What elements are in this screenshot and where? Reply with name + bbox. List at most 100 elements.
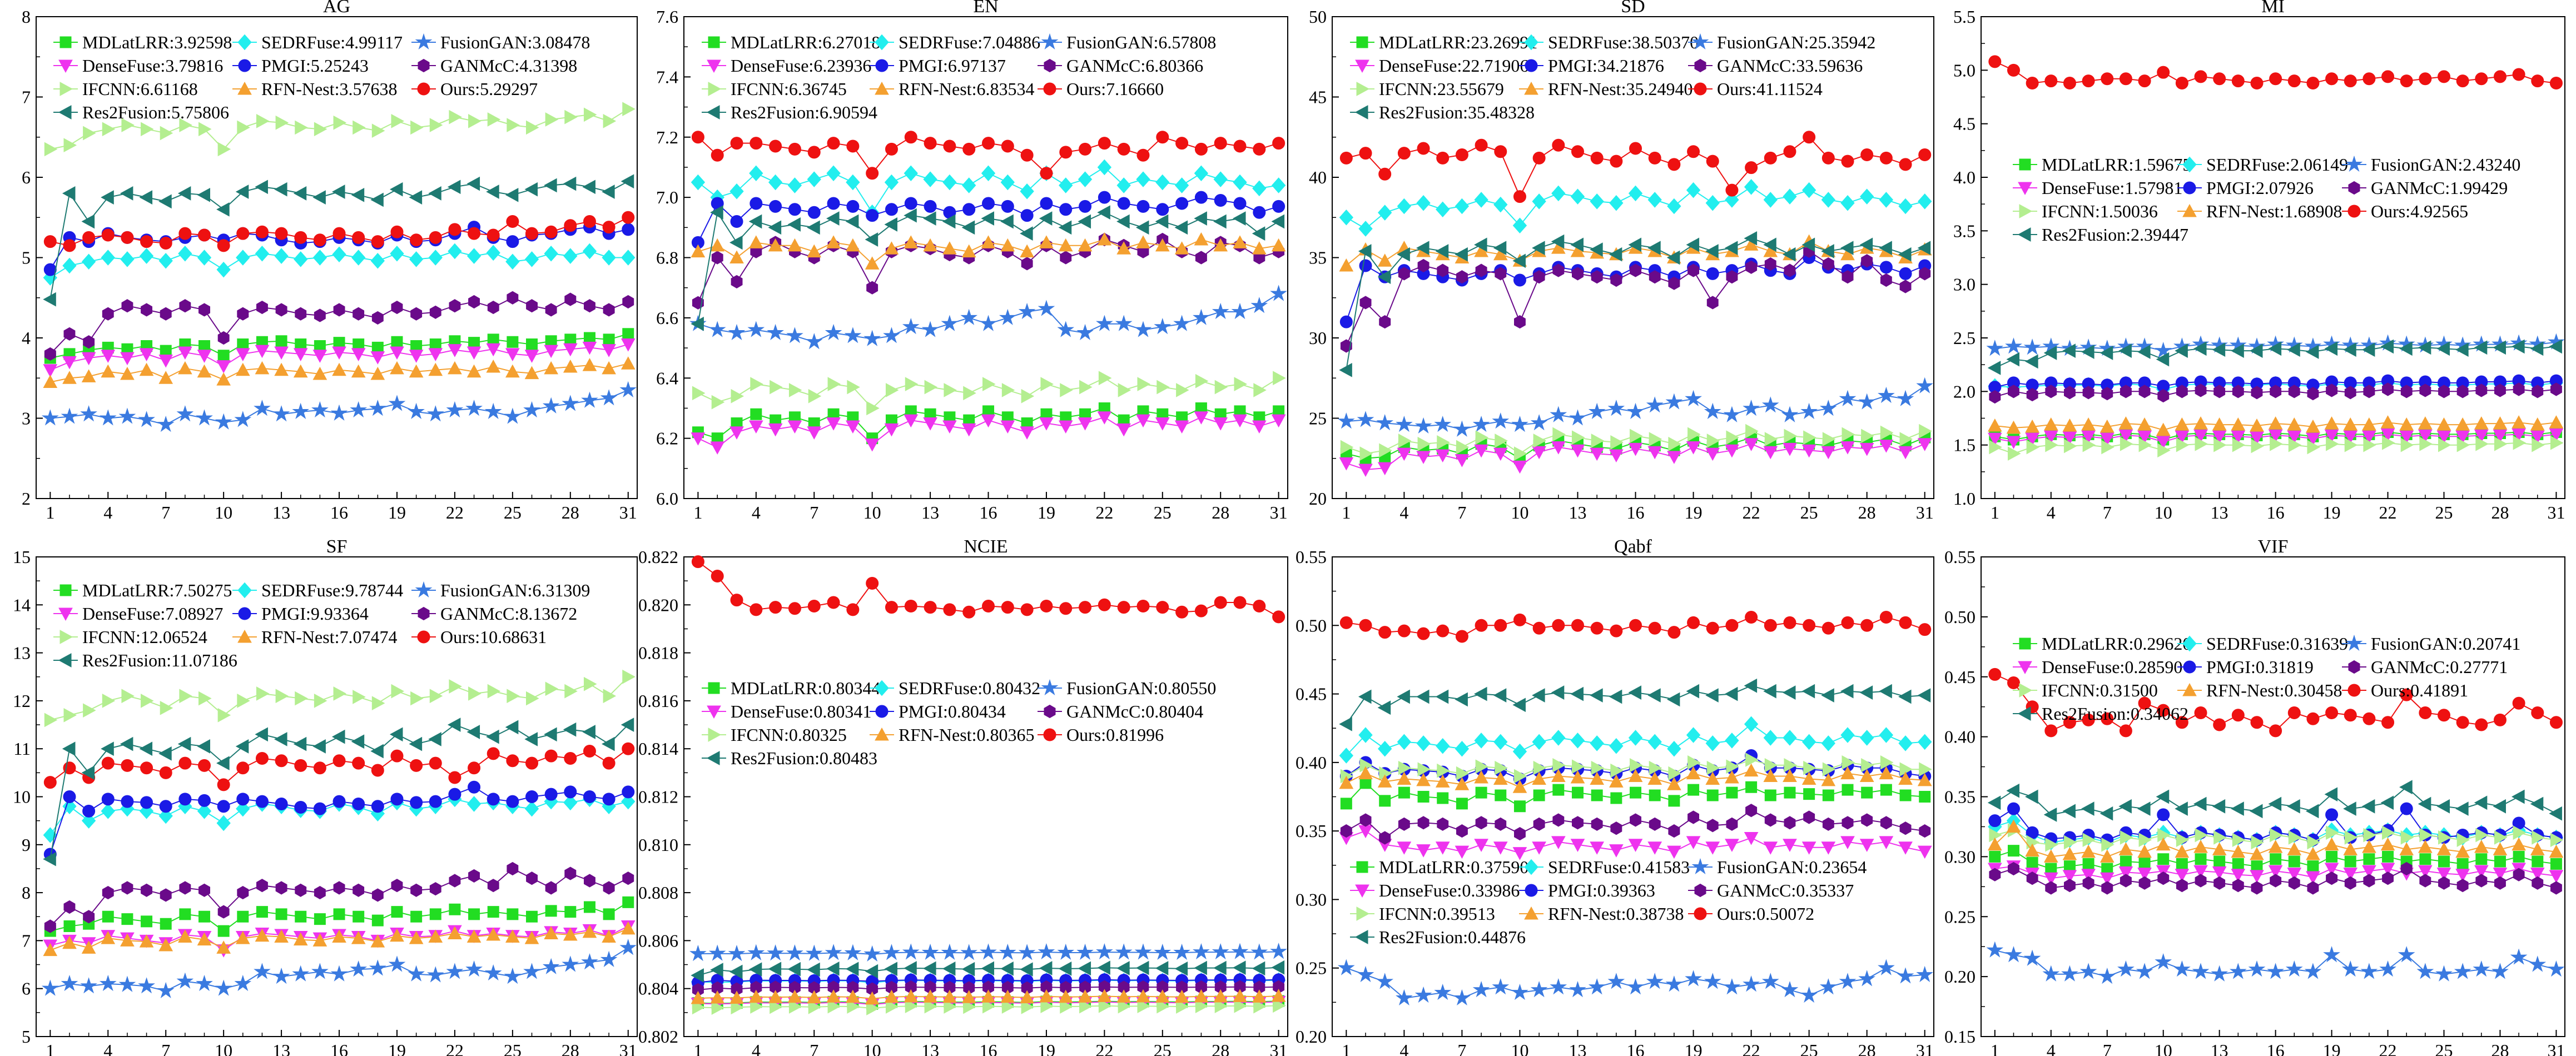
panel-title: Qabf [1614, 536, 1652, 557]
data-point [942, 962, 956, 976]
data-point [1134, 321, 1152, 337]
data-point [428, 362, 443, 376]
data-point [2455, 869, 2470, 882]
data-point [584, 299, 595, 313]
data-point [924, 137, 937, 150]
legend-label: Res2Fusion:0.44876 [1379, 927, 1526, 947]
data-point [826, 417, 841, 431]
data-point [1398, 817, 1410, 831]
data-point [120, 800, 135, 817]
data-point [371, 888, 384, 902]
data-point [507, 118, 520, 132]
x-tick-label: 22 [446, 1040, 464, 1056]
legend-item: GANMcC:0.80404 [1038, 701, 1203, 721]
data-point [2380, 863, 2395, 876]
data-point [1195, 251, 1207, 265]
data-point [1569, 409, 1586, 426]
y-tick-label: 0.40 [1944, 727, 1976, 747]
data-point [602, 344, 616, 357]
data-point [1784, 786, 1796, 799]
data-point [904, 989, 919, 1003]
data-point [1987, 418, 2002, 432]
data-point [2361, 342, 2375, 357]
legend-label: SEDRFuse:2.06149 [2206, 155, 2348, 175]
data-point [1214, 596, 1227, 609]
data-point [2475, 853, 2488, 865]
data-point [391, 336, 403, 348]
data-point [622, 742, 635, 755]
data-point [1821, 735, 1835, 751]
data-point [602, 221, 616, 234]
legend-item: IFCNN:6.36745 [702, 79, 847, 99]
data-point [428, 250, 443, 266]
x-tick-label: 13 [1569, 502, 1586, 522]
data-point [866, 167, 879, 180]
panel-title: SF [326, 536, 348, 557]
data-point [2232, 879, 2244, 893]
x-tick-label: 19 [388, 502, 406, 522]
data-point [504, 967, 522, 984]
data-point [1474, 243, 1488, 257]
data-point [2326, 436, 2339, 451]
legend-item: GANMcC:1.99429 [2342, 178, 2508, 198]
data-point [1840, 441, 1855, 455]
legend-marker [875, 59, 889, 72]
data-point [63, 327, 76, 341]
data-point [1763, 841, 1778, 855]
legend-label: FusionGAN:0.80550 [1066, 678, 1216, 698]
legend-marker [1524, 906, 1538, 920]
data-point [1569, 981, 1586, 998]
data-point [1781, 981, 1799, 998]
data-point [353, 883, 365, 897]
data-point [43, 375, 58, 388]
legend-item: DenseFuse:6.23936 [702, 56, 871, 76]
data-point [255, 727, 268, 742]
legend-item: IFCNN:6.61168 [53, 79, 198, 99]
legend-label: SEDRFuse:4.99117 [261, 32, 403, 52]
x-tick-label: 19 [1685, 502, 1703, 522]
data-point [468, 295, 480, 309]
data-point [2062, 804, 2076, 819]
panel-title: MI [2261, 0, 2285, 17]
data-point [524, 366, 539, 380]
data-point [2400, 802, 2413, 815]
data-point [1397, 198, 1412, 215]
data-point [2326, 825, 2339, 840]
data-point [1397, 689, 1410, 704]
legend-marker [2183, 660, 2196, 674]
data-point [1533, 760, 1547, 775]
y-tick-label: 0.45 [1944, 667, 1976, 687]
data-point [369, 400, 386, 416]
data-point [2363, 828, 2376, 843]
data-point [1039, 989, 1054, 1003]
data-point [807, 599, 821, 612]
data-point [2026, 871, 2038, 885]
data-point [1822, 789, 1834, 801]
legend-label: PMGI:34.21876 [1548, 56, 1664, 76]
data-point [2307, 881, 2319, 895]
data-point [1686, 836, 1701, 849]
data-point [1173, 943, 1190, 960]
data-point [1231, 302, 1249, 320]
data-point [351, 931, 366, 944]
y-tick-label: 2.5 [1953, 328, 1976, 348]
series-pmgi [691, 191, 1285, 249]
series-ifcnn [1340, 753, 1932, 784]
data-point [2212, 799, 2226, 814]
data-point [234, 411, 252, 427]
data-point [1842, 427, 1855, 442]
data-point [1763, 243, 1778, 257]
legend-marker [1524, 81, 1538, 95]
y-tick-label: 9 [22, 835, 31, 855]
data-point [272, 967, 290, 984]
legend-marker [418, 606, 430, 621]
y-tick-label: 6 [22, 979, 31, 999]
data-point [62, 356, 77, 370]
data-point [582, 358, 597, 371]
data-point [158, 938, 173, 952]
data-point [981, 989, 996, 1003]
data-point [2344, 74, 2357, 88]
data-point [294, 800, 307, 814]
data-point [1359, 813, 1372, 827]
data-point [82, 231, 96, 244]
